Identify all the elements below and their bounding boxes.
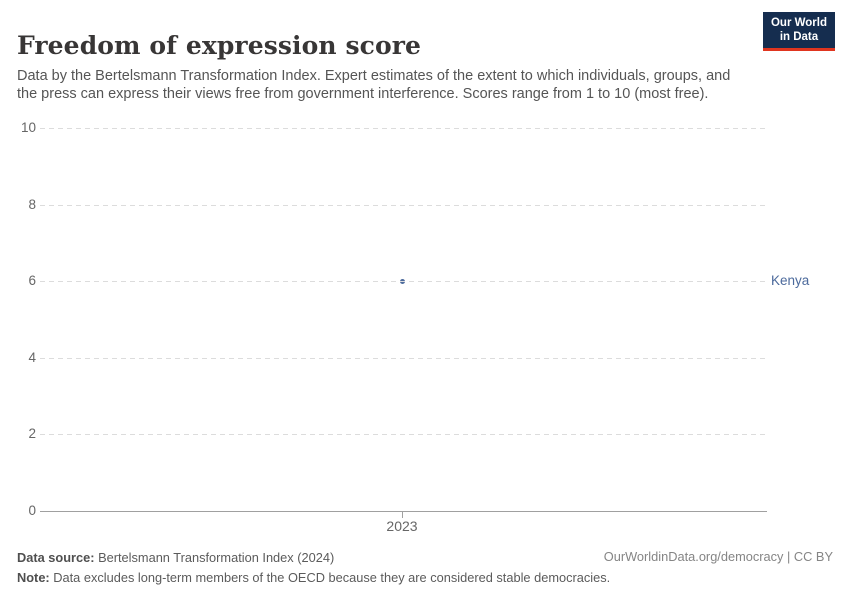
footer-source-note: Data source: Bertelsmann Transformation … [17, 548, 637, 588]
entity-label[interactable]: Kenya [771, 273, 810, 289]
owid-logo-line2: in Data [779, 30, 819, 43]
y-axis-tick-label: 6 [28, 273, 36, 289]
owid-logo[interactable]: Our World in Data [762, 12, 835, 51]
data-source-line: Data source: Bertelsmann Transformation … [17, 548, 637, 568]
y-axis-tick-label: 10 [20, 120, 36, 135]
data-source-text: Bertelsmann Transformation Index (2024) [94, 550, 335, 565]
gridline [40, 204, 767, 206]
data-source-label: Data source: [17, 550, 95, 565]
y-axis-tick-label: 4 [28, 349, 36, 365]
y-axis-tick-label: 8 [28, 196, 36, 212]
y-axis-tick-label: 2 [28, 426, 36, 442]
x-axis-line [40, 511, 767, 512]
gridline [40, 281, 767, 283]
gridline [40, 128, 767, 129]
chart-subtitle: Data by the Bertelsmann Transformation I… [17, 67, 731, 102]
x-axis-tick-label: 2023 [386, 518, 418, 534]
note-line: Note: Data excludes long-term members of… [17, 568, 637, 588]
note-label: Note: [17, 570, 50, 585]
note-text: Data excludes long-term members of the O… [49, 570, 611, 585]
y-axis-tick-label: 0 [28, 503, 36, 518]
gridline [40, 357, 767, 359]
x-axis-tick-mark [402, 511, 403, 518]
attribution-link[interactable]: OurWorldinData.org/democracy | CC BY [603, 549, 833, 564]
owid-logo-line1: Our World [770, 17, 827, 29]
gridline [40, 434, 767, 436]
chart-title: Freedom of expression score [17, 30, 422, 60]
